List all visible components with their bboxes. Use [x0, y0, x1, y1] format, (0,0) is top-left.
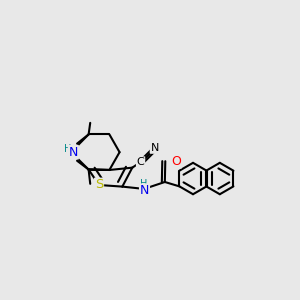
Text: S: S [95, 178, 103, 191]
Text: H: H [140, 179, 148, 189]
Text: N: N [140, 184, 149, 197]
Text: N: N [69, 146, 78, 159]
Text: C: C [137, 157, 145, 167]
Text: O: O [171, 155, 181, 168]
Text: N: N [151, 143, 159, 153]
Text: H: H [64, 144, 71, 154]
